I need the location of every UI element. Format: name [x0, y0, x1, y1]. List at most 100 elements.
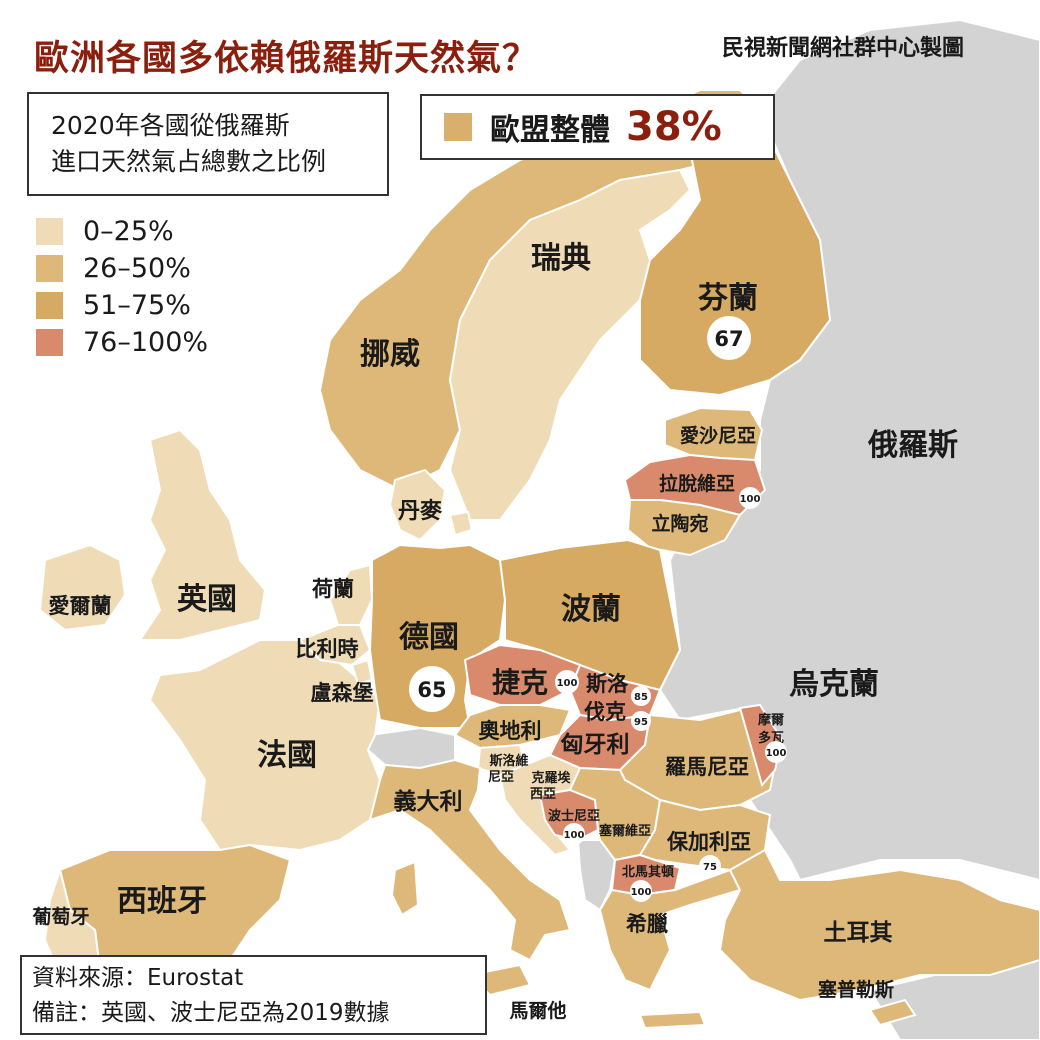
- value-circle: [765, 741, 787, 763]
- legend-label: 0–25%: [83, 216, 174, 247]
- ireland: [38, 543, 127, 632]
- label-netherlands: 荷蘭: [312, 577, 354, 601]
- legend-item: 76–100%: [36, 324, 208, 361]
- value-latvia: 100: [739, 487, 761, 509]
- label-germany: 德國: [399, 620, 459, 655]
- label-finland: 芬蘭: [698, 281, 758, 316]
- label-hungary: 匈牙利: [561, 731, 630, 758]
- label-russia: 俄羅斯: [867, 428, 958, 463]
- source-line: 資料來源：Eurostat: [32, 965, 244, 991]
- legend-item: 51–75%: [36, 287, 208, 324]
- cyprus: [868, 998, 917, 1027]
- value-hungary: 95: [631, 711, 651, 731]
- legend-swatch: [36, 255, 63, 282]
- legend-heading-line1: 2020年各國從俄羅斯: [51, 111, 290, 140]
- value-text: 65: [417, 678, 446, 702]
- label-france: 法國: [257, 738, 317, 773]
- value-text: 100: [740, 494, 761, 505]
- label-denmark: 丹麥: [398, 498, 443, 524]
- eu-total-box: 歐盟整體 38%: [420, 94, 775, 160]
- value-bulgaria: 75: [699, 855, 721, 877]
- value-circle: [699, 855, 721, 877]
- credit: 民視新聞網社群中心製圖: [722, 36, 965, 61]
- label-slovenia-2: 尼亞: [488, 770, 514, 785]
- value-circle: [707, 316, 751, 360]
- label-luxembourg: 盧森堡: [311, 681, 374, 705]
- label-serbia: 塞爾維亞: [599, 823, 651, 839]
- label-bosnia: 波士尼亞: [548, 808, 600, 824]
- label-bulgaria: 保加利亞: [666, 830, 751, 854]
- legend-swatch: [36, 329, 63, 356]
- value-text: 100: [557, 678, 578, 689]
- label-turkey: 土耳其: [824, 920, 893, 946]
- label-portugal: 葡萄牙: [32, 905, 89, 928]
- value-circle: [739, 487, 761, 509]
- italy: [368, 758, 572, 962]
- label-poland: 波蘭: [561, 592, 621, 627]
- eu-value: 38%: [626, 104, 722, 150]
- label-moldova-1: 摩爾: [758, 712, 784, 728]
- legend-item: 0–25%: [36, 213, 208, 250]
- value-circle: [630, 880, 652, 902]
- label-ireland: 愛爾蘭: [49, 594, 112, 618]
- label-north-macedonia: 北馬其頓: [622, 864, 674, 880]
- page-title: 歐洲各國多依賴俄羅斯天然氣？: [34, 39, 539, 79]
- denmark-island: [448, 510, 474, 537]
- denmark: [388, 468, 447, 542]
- legend-heading-line2: 進口天然氣占總數之比例: [51, 147, 327, 176]
- label-lithuania: 立陶宛: [651, 512, 708, 535]
- label-malta: 馬爾他: [509, 999, 566, 1022]
- eu-swatch: [444, 113, 472, 141]
- legend-item: 26–50%: [36, 250, 208, 287]
- legend-swatch: [36, 292, 63, 319]
- finland: [639, 118, 832, 397]
- label-latvia: 拉脫維亞: [659, 472, 735, 495]
- legend-heading-box: 2020年各國從俄羅斯 進口天然氣占總數之比例: [27, 92, 389, 196]
- legend: 0–25% 26–50% 51–75% 76–100%: [36, 213, 208, 361]
- value-text: 100: [631, 887, 652, 898]
- label-slovakia-2: 伐克: [584, 700, 626, 724]
- label-croatia-2: 西亞: [530, 787, 556, 802]
- value-circle: [631, 686, 651, 706]
- label-sweden: 瑞典: [531, 241, 591, 276]
- uk: [138, 428, 267, 641]
- value-circle: [409, 666, 455, 712]
- label-ukraine: 烏克蘭: [789, 667, 879, 702]
- value-bosnia: 100: [563, 823, 585, 845]
- label-belgium: 比利時: [296, 637, 359, 661]
- value-moldova: 100: [765, 741, 787, 763]
- label-romania: 羅馬尼亞: [665, 755, 749, 779]
- label-croatia-1: 克羅埃: [531, 770, 571, 786]
- legend-swatch: [36, 218, 63, 245]
- value-text: 75: [703, 862, 717, 873]
- luxembourg: [350, 658, 374, 686]
- label-slovenia-1: 斯洛維: [489, 753, 528, 769]
- value-czech: 100: [555, 670, 579, 694]
- label-czech: 捷克: [492, 666, 548, 699]
- moldova: [738, 703, 784, 788]
- note-line: 備註：英國、波士尼亞為2019數據: [32, 1000, 390, 1026]
- turkey: [718, 848, 1040, 1002]
- value-text: 85: [634, 692, 648, 703]
- label-austria: 奧地利: [479, 719, 542, 743]
- label-norway: 挪威: [360, 337, 420, 372]
- label-greece: 希臘: [626, 912, 668, 936]
- legend-label: 76–100%: [83, 327, 209, 358]
- label-slovakia-1: 斯洛: [586, 672, 629, 696]
- sardinia: [390, 860, 420, 917]
- legend-label: 26–50%: [83, 253, 191, 284]
- value-text: 67: [714, 327, 743, 351]
- value-circle: [631, 711, 651, 731]
- value-finland: 67: [707, 316, 751, 360]
- value-text: 100: [766, 748, 787, 759]
- label-cyprus: 塞普勒斯: [818, 978, 894, 1001]
- label-estonia: 愛沙尼亞: [680, 425, 756, 447]
- value-circle: [563, 823, 585, 845]
- label-uk: 英國: [177, 582, 237, 617]
- value-slovakia: 85: [631, 686, 651, 706]
- legend-label: 51–75%: [83, 290, 191, 321]
- value-north-macedonia: 100: [630, 880, 652, 902]
- value-germany: 65: [409, 666, 455, 712]
- crete: [638, 1010, 707, 1030]
- value-text: 100: [564, 830, 585, 841]
